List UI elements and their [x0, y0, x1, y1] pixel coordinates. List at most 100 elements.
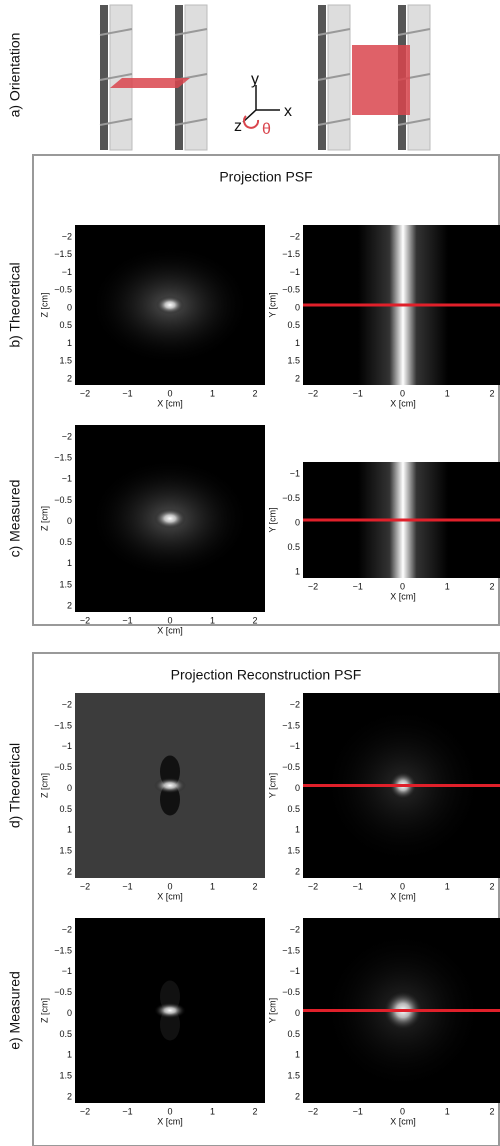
x-tick-label: 2: [252, 1106, 257, 1116]
x-axis-label: X [cm]: [157, 891, 183, 901]
y-axis-label: Z [cm]: [39, 506, 49, 531]
y-tick-label: −2: [290, 924, 300, 934]
y-tick-label: −1.5: [54, 720, 72, 730]
x-tick-label: 1: [445, 388, 450, 398]
x-axis-label: X [cm]: [390, 398, 416, 408]
x-tick-label: 2: [489, 581, 494, 591]
x-axis-label: X [cm]: [390, 591, 416, 601]
y-tick-label: 0: [67, 783, 72, 793]
x-tick-label: 1: [445, 881, 450, 891]
section-box: [32, 652, 500, 1146]
x-tick-label: −2: [308, 388, 318, 398]
x-tick-label: 2: [252, 615, 257, 625]
x-tick-label: 2: [252, 388, 257, 398]
x-tick-label: 1: [210, 388, 215, 398]
y-tick-label: −1: [62, 741, 72, 751]
x-axis-label: X [cm]: [390, 1116, 416, 1126]
y-tick-label: −0.5: [54, 285, 72, 295]
row-label: e) Measured: [7, 971, 23, 1050]
y-tick-label: −1: [62, 267, 72, 277]
shelf-post: [175, 5, 183, 150]
y-tick-label: 2: [295, 373, 300, 383]
y-tick-label: −2: [62, 924, 72, 934]
y-tick-label: 0.5: [59, 1029, 72, 1039]
angle: θ: [262, 121, 271, 138]
x-tick-label: −1: [122, 1106, 132, 1116]
shelf-board: [174, 28, 208, 36]
y-tick-label: −0.5: [282, 285, 300, 295]
x-axis-label: X [cm]: [157, 1116, 183, 1126]
x-tick-label: −1: [122, 881, 132, 891]
y-tick-label: 2: [67, 373, 72, 383]
x-tick-label: 0: [400, 881, 405, 891]
plane-vertical: [352, 45, 410, 115]
y-tick-label: 2: [67, 866, 72, 876]
section-title: Projection PSF: [219, 169, 312, 185]
axis-x: x: [284, 103, 292, 120]
y-tick-label: 1.5: [59, 1071, 72, 1081]
y-tick-label: 1: [295, 338, 300, 348]
x-tick-label: 1: [210, 1106, 215, 1116]
y-tick-label: 2: [67, 1091, 72, 1101]
y-tick-label: 0: [295, 517, 300, 527]
y-tick-label: 2: [67, 600, 72, 610]
y-tick-label: −1: [290, 468, 300, 478]
y-tick-label: −0.5: [54, 987, 72, 997]
shelf-board: [99, 73, 133, 81]
y-axis-label: Y [cm]: [267, 292, 277, 317]
y-tick-label: −1: [290, 741, 300, 751]
y-tick-label: 1.5: [287, 846, 300, 856]
x-tick-label: 0: [400, 581, 405, 591]
x-tick-label: −2: [308, 1106, 318, 1116]
y-tick-label: 0.5: [287, 1029, 300, 1039]
y-tick-label: −0.5: [282, 987, 300, 997]
y-axis-label: Z [cm]: [39, 293, 49, 318]
y-tick-label: −1.5: [54, 249, 72, 259]
y-tick-label: 1: [67, 338, 72, 348]
y-tick-label: −1.5: [54, 453, 72, 463]
x-tick-label: −2: [80, 1106, 90, 1116]
x-tick-label: 1: [445, 1106, 450, 1116]
y-tick-label: 0.5: [287, 804, 300, 814]
psf-spot: [154, 777, 186, 794]
y-axis-label: Y [cm]: [267, 773, 277, 798]
psf-spot: [156, 296, 184, 314]
y-tick-label: 1: [295, 566, 300, 576]
section-box: [32, 154, 500, 626]
x-axis-label: X [cm]: [390, 891, 416, 901]
shelf-board: [99, 118, 133, 126]
y-tick-label: −1.5: [282, 945, 300, 955]
x-tick-label: 0: [167, 388, 172, 398]
row-label: d) Theoretical: [7, 743, 23, 828]
y-tick-label: 1: [67, 1050, 72, 1060]
y-tick-label: −1: [62, 966, 72, 976]
y-tick-label: −2: [62, 231, 72, 241]
y-tick-label: −0.5: [54, 762, 72, 772]
axis-y: y: [251, 71, 259, 88]
x-tick-label: 1: [210, 881, 215, 891]
y-tick-label: 1: [67, 825, 72, 835]
x-tick-label: −1: [353, 581, 363, 591]
x-tick-label: 1: [210, 615, 215, 625]
x-tick-label: −1: [353, 881, 363, 891]
plane-horizontal: [110, 78, 190, 88]
x-tick-label: −2: [80, 881, 90, 891]
x-tick-label: −2: [80, 388, 90, 398]
shelf-board: [397, 28, 431, 36]
y-tick-label: 0.5: [59, 320, 72, 330]
y-tick-label: 2: [295, 1091, 300, 1101]
shelf-board: [397, 118, 431, 126]
shelf-board: [99, 28, 133, 36]
shelf-board: [174, 118, 208, 126]
x-tick-label: 0: [167, 1106, 172, 1116]
x-tick-label: 0: [167, 615, 172, 625]
x-tick-label: −1: [353, 388, 363, 398]
x-tick-label: −2: [308, 581, 318, 591]
y-axis-label: Z [cm]: [39, 773, 49, 798]
y-tick-label: 1: [295, 1050, 300, 1060]
x-tick-label: 0: [400, 1106, 405, 1116]
shelf-board: [317, 118, 351, 126]
shelf-board: [317, 73, 351, 81]
x-tick-label: 2: [489, 1106, 494, 1116]
